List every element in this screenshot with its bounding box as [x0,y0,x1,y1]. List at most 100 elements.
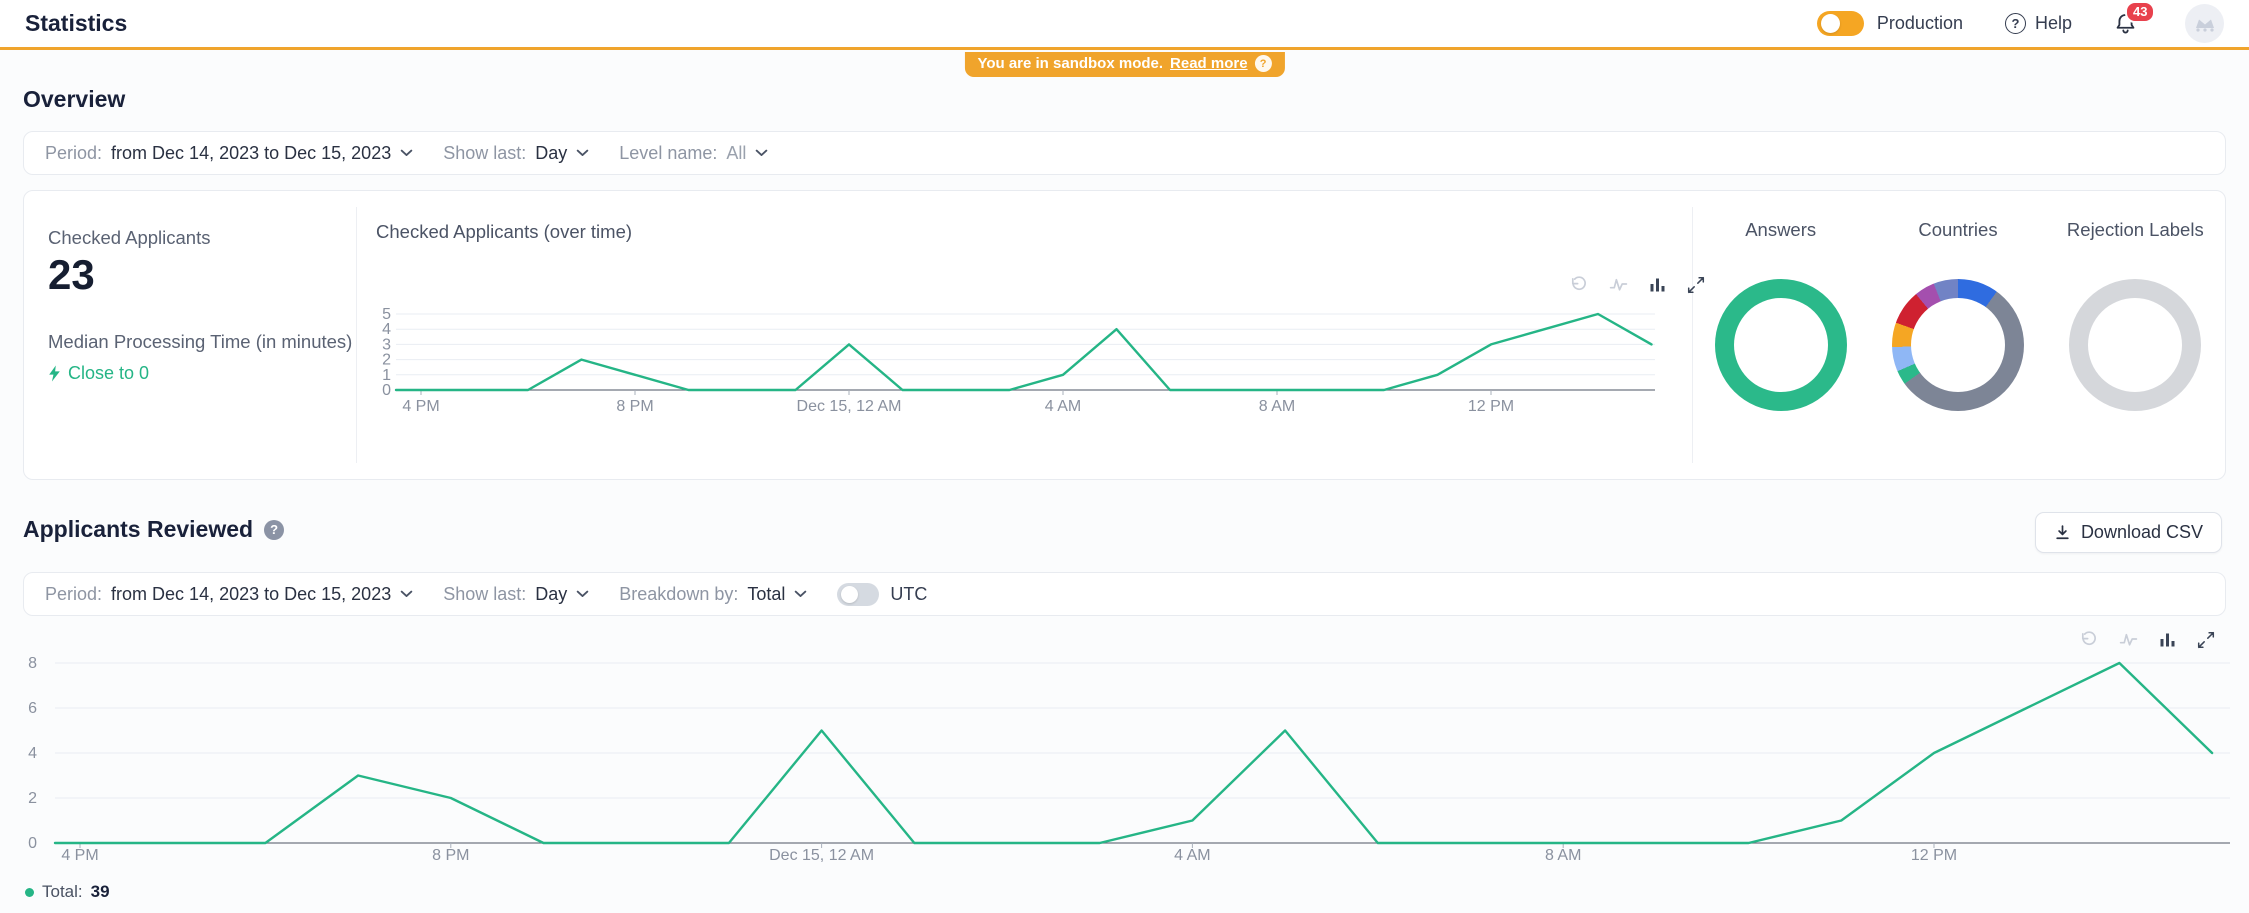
help-icon: ? [2004,13,2026,34]
svg-text:4 PM: 4 PM [402,398,439,415]
rejection-labels-donut [2069,279,2202,411]
svg-text:8: 8 [28,655,37,672]
help-label: Help [2034,13,2072,33]
level-name-filter[interactable]: Level name: All [619,143,768,164]
overview-card: Checked Applicants 23 Median Processing … [23,190,2226,480]
utc-switch[interactable] [837,582,880,606]
overview-filter-bar: Period: from Dec 14, 2023 to Dec 15, 202… [23,131,2226,175]
bar-chart-icon[interactable] [1649,276,1666,293]
avatar[interactable] [2185,4,2224,43]
countries-donut-block: Countries [1869,191,2046,479]
switch-knob [1820,14,1840,33]
median-processing-text: Close to 0 [68,363,150,383]
show-last-value: Day [535,583,568,604]
svg-text:3: 3 [382,336,391,353]
period-label: Period: [45,142,103,163]
applicants-reviewed-chart: 8 6 4 2 0 4 PM 8 PM Dec 15, 12 AM 4 AM 8 AM 12 PM [28,655,2230,864]
svg-text:0: 0 [382,382,391,399]
breakdown-filter[interactable]: Breakdown by: Total [619,584,807,605]
show-last-label: Show last: [443,142,527,163]
line-chart-icon[interactable] [1609,275,1628,294]
divider [1692,207,1693,463]
legend-label: Total: [42,882,83,901]
sandbox-help-icon[interactable]: ? [1254,55,1272,72]
read-more-link[interactable]: Read more [1170,55,1248,72]
svg-text:Dec 15, 12 AM: Dec 15, 12 AM [769,847,874,864]
download-icon [2056,525,2069,540]
svg-text:Dec 15, 12 AM: Dec 15, 12 AM [797,398,902,415]
svg-text:8 AM: 8 AM [1259,398,1295,415]
countries-donut [1891,279,2024,411]
legend-dot [25,887,34,897]
production-label: Production [1876,13,1963,33]
production-switch[interactable] [1816,11,1864,36]
show-last-label: Show last: [443,583,527,604]
svg-text:2: 2 [382,352,391,369]
donut-charts: Answers Countries Rejection Labels [1692,191,2224,479]
reviewed-filter-bar: Period: from Dec 14, 2023 to Dec 15, 202… [23,572,2226,616]
period-value: from Dec 14, 2023 to Dec 15, 2023 [111,583,392,604]
expand-icon[interactable] [2197,631,2215,649]
chevron-down-icon [400,590,413,597]
reviewed-help-icon[interactable]: ? [264,519,285,540]
chevron-down-icon [795,590,807,597]
svg-text:4 PM: 4 PM [61,847,98,864]
legend-value: 39 [90,882,110,901]
chevron-down-icon [400,149,413,156]
overview-heading-text: Overview [23,86,126,112]
avatar-icon [2195,19,2214,32]
show-last-filter[interactable]: Show last: Day [443,584,589,605]
svg-text:12 PM: 12 PM [1911,847,1957,864]
notifications-button[interactable]: 43 [2114,1,2156,35]
sandbox-banner: You are in sandbox mode. Read more ? [964,52,1285,77]
applicants-reviewed-heading-text: Applicants Reviewed [23,516,254,542]
svg-text:1: 1 [382,367,391,384]
svg-text:8 PM: 8 PM [432,847,469,864]
production-toggle[interactable]: Production [1816,11,1963,36]
bar-chart-icon[interactable] [2159,631,2176,648]
svg-text:6: 6 [28,700,37,717]
checked-over-time-title: Checked Applicants (over time) [376,221,633,242]
period-filter[interactable]: Period: from Dec 14, 2023 to Dec 15, 202… [45,584,413,605]
donut-hole [1733,298,1828,392]
expand-icon[interactable] [1687,276,1705,294]
chevron-down-icon [576,590,589,597]
chart-toolbar [2079,630,2215,649]
restore-icon[interactable] [1569,275,1588,294]
help-button[interactable]: ? Help [2004,13,2072,34]
top-bar: Statistics Production ? Help 43 [0,0,2249,50]
level-name-value: All [726,142,747,163]
chart-toolbar [1569,275,1705,294]
switch-knob [841,585,859,603]
svg-text:4 AM: 4 AM [1174,847,1210,864]
chevron-down-icon [756,149,768,156]
donut-hole [1910,298,2005,392]
utc-label: UTC [890,583,928,604]
chart-legend: Total: 39 [25,882,110,902]
svg-text:5: 5 [382,306,391,323]
svg-text:8 AM: 8 AM [1545,847,1581,864]
restore-icon[interactable] [2079,630,2098,649]
svg-text:2: 2 [28,790,37,807]
line-chart-icon[interactable] [2119,630,2138,649]
period-label: Period: [45,583,103,604]
sandbox-banner-text: You are in sandbox mode. [977,55,1164,72]
countries-title: Countries [1918,219,1998,240]
svg-text:8 PM: 8 PM [616,398,653,415]
median-processing-value: Close to 0 [48,363,149,384]
answers-title: Answers [1745,219,1817,240]
applicants-reviewed-heading: Applicants Reviewed ? [23,516,285,543]
show-last-filter[interactable]: Show last: Day [443,143,589,164]
download-csv-button[interactable]: Download CSV [2034,512,2222,553]
svg-text:0: 0 [28,835,37,852]
period-filter[interactable]: Period: from Dec 14, 2023 to Dec 15, 202… [45,143,413,164]
download-csv-label: Download CSV [2080,522,2203,542]
utc-toggle[interactable]: UTC [837,582,928,606]
checked-applicants-label: Checked Applicants [48,227,211,248]
svg-text:12 PM: 12 PM [1468,398,1514,415]
page-title: Statistics [25,10,128,36]
rejection-labels-donut-block: Rejection Labels [2047,191,2224,479]
checked-applicants-value: 23 [48,251,95,298]
rejection-labels-title: Rejection Labels [2066,219,2204,240]
divider [356,207,357,463]
